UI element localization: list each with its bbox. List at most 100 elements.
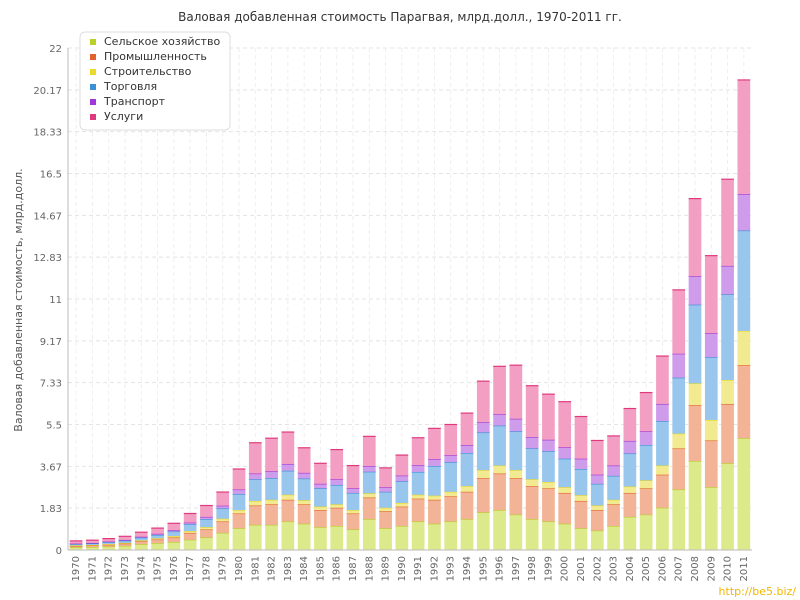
bar-segment[interactable] (379, 511, 392, 529)
bar-segment[interactable] (542, 439, 555, 452)
bar-segment[interactable] (493, 473, 506, 511)
bar-segment[interactable] (721, 179, 734, 266)
bar-segment[interactable] (656, 465, 669, 475)
bar-segment[interactable] (704, 255, 718, 334)
bar-segment[interactable] (86, 545, 99, 548)
bar-segment[interactable] (444, 462, 458, 492)
bar-segment[interactable] (314, 506, 327, 511)
bar-segment[interactable] (411, 465, 425, 472)
bar-segment[interactable] (362, 497, 376, 520)
bar-segment[interactable] (525, 448, 539, 480)
bar-segment[interactable] (265, 438, 278, 472)
legend-item[interactable]: Сельское хозяйство (104, 35, 220, 48)
bar-segment[interactable] (200, 537, 213, 550)
bar-segment[interactable] (623, 492, 637, 517)
bar-segment[interactable] (737, 365, 751, 439)
bar-segment[interactable] (411, 437, 425, 466)
bar-segment[interactable] (379, 467, 392, 488)
bar-segment[interactable] (86, 547, 99, 550)
bar-segment[interactable] (704, 487, 718, 550)
bar-segment[interactable] (102, 544, 116, 547)
bar-segment[interactable] (542, 482, 555, 489)
bar-segment[interactable] (265, 524, 278, 550)
bar-segment[interactable] (167, 531, 181, 537)
bar-segment[interactable] (428, 459, 441, 467)
bar-segment[interactable] (476, 512, 490, 550)
bar-segment[interactable] (721, 294, 734, 381)
bar-segment[interactable] (672, 353, 686, 378)
bar-segment[interactable] (395, 506, 409, 527)
bar-segment[interactable] (542, 394, 555, 440)
bar-segment[interactable] (704, 357, 718, 420)
bar-segment[interactable] (346, 488, 360, 493)
bar-segment[interactable] (542, 488, 555, 522)
bar-segment[interactable] (314, 527, 327, 550)
bar-segment[interactable] (607, 499, 620, 505)
bar-segment[interactable] (216, 508, 230, 519)
bar-segment[interactable] (346, 513, 360, 530)
bar-segment[interactable] (688, 461, 702, 550)
bar-segment[interactable] (118, 540, 132, 543)
bar-segment[interactable] (688, 198, 702, 277)
bar-segment[interactable] (346, 529, 360, 550)
bar-segment[interactable] (493, 465, 506, 474)
bar-segment[interactable] (623, 440, 637, 454)
bar-segment[interactable] (248, 505, 262, 525)
bar-segment[interactable] (395, 475, 409, 482)
bar-segment[interactable] (281, 463, 295, 471)
bar-segment[interactable] (346, 510, 360, 514)
bar-segment[interactable] (183, 532, 197, 540)
bar-segment[interactable] (265, 471, 278, 479)
bar-segment[interactable] (183, 524, 197, 532)
bar-segment[interactable] (265, 478, 278, 500)
bar-segment[interactable] (118, 543, 132, 546)
bar-segment[interactable] (248, 442, 262, 474)
bar-segment[interactable] (151, 539, 164, 544)
bar-segment[interactable] (509, 365, 523, 419)
bar-segment[interactable] (167, 536, 181, 538)
bar-segment[interactable] (558, 487, 572, 493)
bar-segment[interactable] (574, 500, 588, 529)
bar-segment[interactable] (200, 519, 213, 528)
bar-segment[interactable] (721, 380, 734, 404)
bar-segment[interactable] (216, 505, 230, 509)
bar-segment[interactable] (346, 492, 360, 511)
bar-segment[interactable] (330, 449, 344, 480)
bar-segment[interactable] (428, 495, 441, 500)
bar-segment[interactable] (69, 540, 83, 544)
bar-segment[interactable] (151, 534, 164, 539)
bar-segment[interactable] (362, 519, 376, 550)
bar-segment[interactable] (411, 498, 425, 522)
bar-segment[interactable] (672, 377, 686, 434)
bar-segment[interactable] (281, 432, 295, 464)
bar-segment[interactable] (379, 487, 392, 492)
bar-segment[interactable] (102, 538, 116, 542)
bar-segment[interactable] (493, 414, 506, 426)
bar-segment[interactable] (460, 453, 474, 487)
bar-segment[interactable] (721, 265, 734, 295)
bar-segment[interactable] (509, 431, 523, 471)
bar-segment[interactable] (525, 437, 539, 449)
bar-segment[interactable] (134, 544, 148, 550)
bar-segment[interactable] (476, 432, 490, 471)
bar-segment[interactable] (428, 428, 441, 460)
bar-segment[interactable] (672, 489, 686, 550)
bar-segment[interactable] (216, 518, 230, 522)
bar-segment[interactable] (656, 403, 669, 422)
bar-segment[interactable] (395, 481, 409, 503)
legend-item[interactable]: Торговля (103, 80, 157, 93)
bar-segment[interactable] (672, 289, 686, 354)
bar-segment[interactable] (102, 542, 116, 545)
bar-segment[interactable] (346, 465, 360, 489)
bar-segment[interactable] (444, 424, 458, 456)
bar-segment[interactable] (590, 483, 604, 506)
bar-segment[interactable] (297, 500, 311, 505)
bar-segment[interactable] (721, 463, 734, 550)
bar-segment[interactable] (623, 408, 637, 441)
bar-segment[interactable] (574, 528, 588, 550)
bar-segment[interactable] (248, 524, 262, 550)
bar-segment[interactable] (558, 458, 572, 488)
bar-segment[interactable] (574, 416, 588, 459)
bar-segment[interactable] (607, 526, 620, 550)
bar-segment[interactable] (151, 528, 164, 534)
